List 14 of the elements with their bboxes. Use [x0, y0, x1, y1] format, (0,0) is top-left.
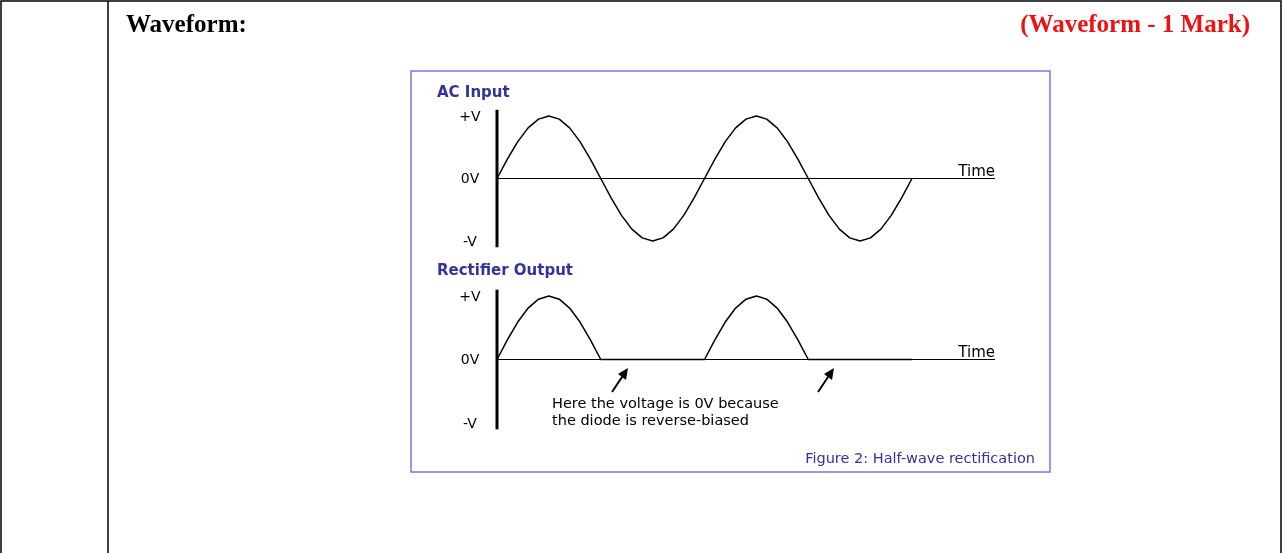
chart-title: Rectifier Output [437, 261, 574, 279]
text: Waveform: [126, 10, 247, 37]
text: -V [463, 232, 478, 249]
text: 0V [460, 351, 480, 368]
text: 0V [460, 170, 480, 187]
x-axis-title: Time [957, 161, 995, 180]
text: -V [463, 414, 478, 431]
text: +V [459, 107, 482, 124]
text: +V [459, 287, 482, 304]
text: Here the voltage is 0V because the diode is reverse-biased [552, 395, 779, 428]
caption: Figure 2: Half-wave rectification [805, 450, 1035, 466]
chart-title: AC Input [437, 83, 510, 101]
text: (Waveform - 1 Mark) [1020, 10, 1250, 38]
x-axis-title: Time [957, 342, 995, 361]
